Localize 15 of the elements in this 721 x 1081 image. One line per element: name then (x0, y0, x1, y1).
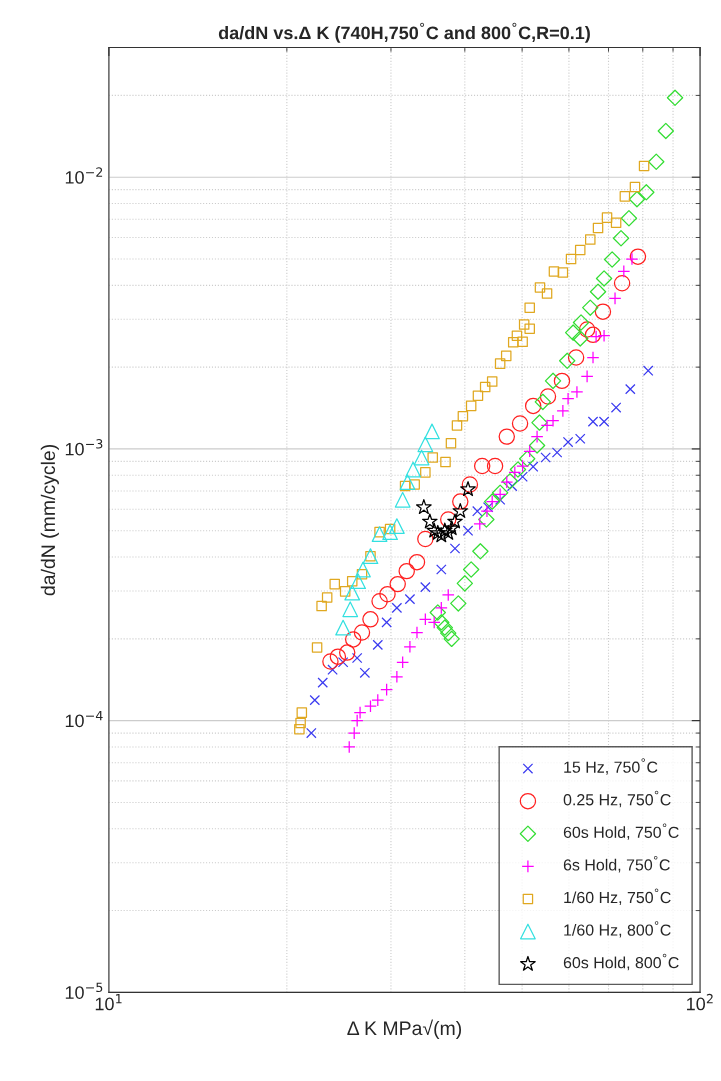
x-axis-title: Δ K MPa√(m) (347, 1019, 462, 1039)
y-tick-label: 10$^{−2}$ (65, 167, 103, 184)
legend-label: 1/60 Hz, 750$^{°}$C (564, 888, 671, 906)
legend-label: 0.25 Hz, 750$^{°}$C (563, 790, 671, 808)
y-tick-label: 10$^{−4}$ (65, 710, 103, 728)
x-tick-label: 10$^{1}$ (95, 994, 122, 1011)
y-axis-title: da/dN (mm/cycle) (40, 445, 59, 596)
x-tick-label: 10$^{2}$ (687, 993, 713, 1011)
legend-label: 1/60 Hz, 800$^{°}$C (564, 921, 671, 938)
y-tick-label: 10$^{−3}$ (65, 439, 103, 456)
legend-label: 6s Hold, 750$^{°}$C (563, 856, 670, 873)
chart-title: da/dN vs.Δ K (740H,750$^{°}$C and 800$^{°}$C,R=0.1) (218, 22, 590, 43)
legend-label: 60s Hold, 750$^{°}$C (563, 823, 679, 840)
legend-label: 60s Hold, 800$^{°}$C (563, 953, 679, 971)
legend-label: 15 Hz, 750$^{°}$C (564, 758, 658, 775)
